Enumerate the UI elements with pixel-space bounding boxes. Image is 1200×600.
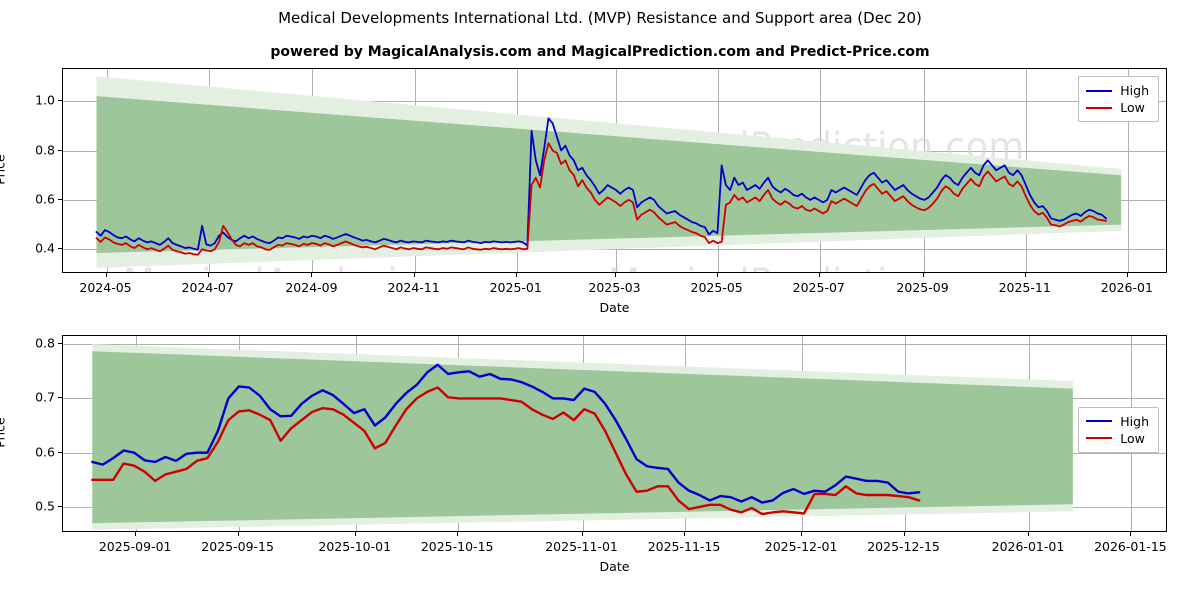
page-title: Medical Developments International Ltd. … bbox=[278, 9, 922, 27]
bottom-yaxis-title: Price bbox=[0, 416, 8, 448]
ytick-label: 0.8 bbox=[35, 142, 55, 157]
legend-swatch-low bbox=[1086, 106, 1113, 109]
xtick-label: 2025-01 bbox=[489, 280, 542, 295]
xtick-mark bbox=[105, 273, 107, 277]
bottom-plot-area: MagicalAnalysis.comMagicalPrediction.com bbox=[62, 335, 1167, 532]
series-line-high bbox=[95, 117, 1107, 251]
gridline-horizontal bbox=[63, 249, 1166, 251]
legend-label-high: High bbox=[1120, 83, 1149, 98]
xtick-mark bbox=[903, 532, 905, 536]
top-chart-panel: MagicalAnalysis.comMagicalPrediction.com… bbox=[0, 68, 1167, 315]
xtick-label: 2025-09-01 bbox=[98, 539, 172, 554]
xtick-mark bbox=[207, 273, 209, 277]
top-xaxis-title: Date bbox=[599, 300, 630, 315]
ytick-mark bbox=[58, 397, 62, 399]
xtick-label: 2025-05 bbox=[690, 280, 743, 295]
ytick-label: 0.4 bbox=[35, 240, 55, 256]
gridline-horizontal bbox=[63, 101, 1166, 103]
top-legend: High Low bbox=[1078, 76, 1159, 122]
series-line-low bbox=[91, 386, 921, 516]
xtick-label: 2026-01-15 bbox=[1094, 539, 1167, 554]
xtick-mark bbox=[801, 532, 803, 536]
resistance-support-band bbox=[96, 96, 1122, 254]
gridline-vertical bbox=[1127, 69, 1129, 272]
legend-label-high: High bbox=[1120, 413, 1149, 429]
xtick-label: 2025-03 bbox=[588, 280, 641, 295]
xtick-mark bbox=[1130, 532, 1132, 536]
ytick-label: 0.6 bbox=[35, 444, 55, 460]
ytick-mark bbox=[58, 343, 62, 345]
ytick-mark bbox=[58, 451, 62, 453]
xtick-label: 2024-09 bbox=[285, 280, 338, 295]
xtick-mark bbox=[515, 273, 517, 277]
resistance-support-band bbox=[92, 351, 1073, 524]
chart-svg bbox=[91, 344, 1073, 530]
xtick-mark bbox=[135, 532, 137, 536]
ytick-mark bbox=[58, 149, 62, 151]
ytick-mark bbox=[58, 248, 62, 250]
ytick-mark bbox=[58, 198, 62, 200]
xtick-mark bbox=[818, 273, 820, 277]
xtick-label: 2024-07 bbox=[181, 280, 234, 295]
xtick-label: 2025-12-01 bbox=[764, 539, 838, 554]
xtick-mark bbox=[311, 273, 313, 277]
top-yaxis-title: Price bbox=[0, 153, 8, 185]
bottom-chart-panel: MagicalAnalysis.comMagicalPrediction.com… bbox=[0, 335, 1167, 574]
xtick-mark bbox=[1027, 532, 1029, 536]
gridline-horizontal bbox=[63, 344, 1166, 346]
xtick-label: 2025-12-15 bbox=[867, 539, 940, 554]
xtick-label: 2025-07 bbox=[792, 280, 845, 295]
legend-swatch-high bbox=[1086, 420, 1113, 422]
ytick-mark bbox=[58, 505, 62, 507]
xtick-label: 2026-01 bbox=[1100, 280, 1153, 295]
legend-label-low: Low bbox=[1120, 100, 1145, 115]
ytick-label: 0.7 bbox=[35, 389, 55, 405]
ytick-mark bbox=[58, 100, 62, 102]
legend-item-low: Low bbox=[1086, 430, 1149, 447]
ytick-label: 0.5 bbox=[35, 498, 55, 514]
legend-item-high: High bbox=[1086, 82, 1149, 99]
xtick-label: 2025-11 bbox=[998, 280, 1051, 295]
xtick-label: 2025-09 bbox=[896, 280, 949, 295]
xtick-label: 2025-10-15 bbox=[420, 539, 494, 554]
xtick-label: 2025-09-15 bbox=[201, 539, 274, 554]
xtick-label: 2024-05 bbox=[79, 280, 132, 295]
xtick-mark bbox=[684, 532, 686, 536]
chart-svg bbox=[95, 76, 1122, 268]
xtick-mark bbox=[1024, 273, 1026, 277]
xtick-mark bbox=[413, 273, 415, 277]
xtick-mark bbox=[581, 532, 583, 536]
legend-label-low: Low bbox=[1120, 430, 1145, 446]
legend-swatch-high bbox=[1086, 89, 1113, 92]
legend-swatch-low bbox=[1086, 437, 1113, 439]
ytick-label: 0.8 bbox=[35, 335, 55, 351]
xtick-label: 2024-11 bbox=[387, 280, 440, 295]
xtick-label: 2025-10-01 bbox=[318, 539, 392, 554]
legend-item-high: High bbox=[1086, 413, 1149, 430]
xtick-mark bbox=[922, 273, 924, 277]
xtick-mark bbox=[1126, 273, 1128, 277]
xtick-label: 2025-11-15 bbox=[647, 539, 721, 554]
legend-item-low: Low bbox=[1086, 99, 1149, 116]
bottom-xaxis-title: Date bbox=[599, 559, 630, 574]
ytick-label: 1.0 bbox=[35, 92, 55, 108]
series-line-high bbox=[91, 363, 921, 504]
series-line-low bbox=[95, 142, 1107, 256]
bottom-legend: High Low bbox=[1078, 406, 1159, 453]
top-plot-area: MagicalAnalysis.comMagicalPrediction.com… bbox=[62, 68, 1167, 273]
xtick-mark bbox=[237, 532, 239, 536]
xtick-mark bbox=[614, 273, 616, 277]
page-subtitle: powered by MagicalAnalysis.com and Magic… bbox=[270, 44, 930, 60]
xtick-label: 2025-11-01 bbox=[545, 539, 618, 554]
ytick-label: 0.6 bbox=[35, 191, 55, 207]
xtick-mark bbox=[716, 273, 718, 277]
xtick-mark bbox=[457, 532, 459, 536]
xtick-mark bbox=[354, 532, 356, 536]
xtick-label: 2026-01-01 bbox=[991, 539, 1065, 554]
